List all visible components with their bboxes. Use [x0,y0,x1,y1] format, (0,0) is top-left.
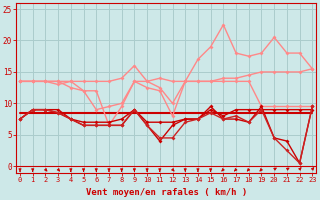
X-axis label: Vent moyen/en rafales ( km/h ): Vent moyen/en rafales ( km/h ) [85,188,247,197]
